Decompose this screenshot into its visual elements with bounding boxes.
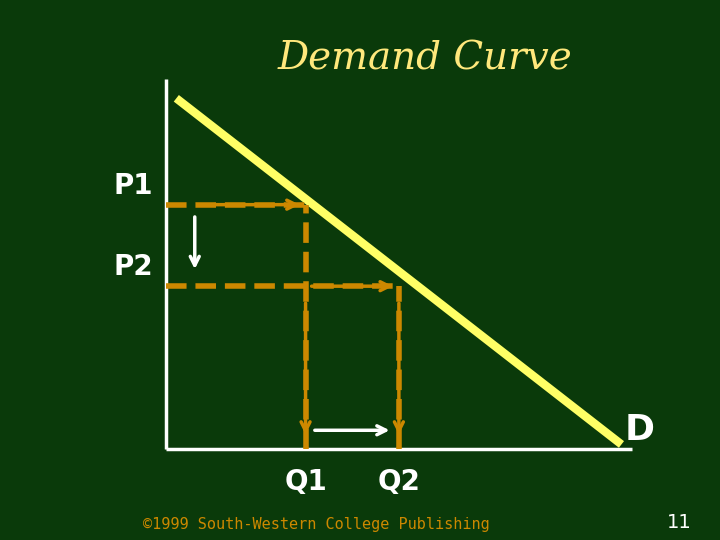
Text: P2: P2 [113, 253, 153, 281]
Text: Q2: Q2 [377, 468, 420, 496]
Text: P1: P1 [113, 172, 153, 200]
Text: ©1999 South-Western College Publishing: ©1999 South-Western College Publishing [143, 517, 490, 532]
Text: Demand Curve: Demand Curve [277, 40, 572, 78]
Text: 11: 11 [667, 513, 691, 532]
Text: Q1: Q1 [284, 468, 327, 496]
Text: D: D [625, 413, 654, 447]
